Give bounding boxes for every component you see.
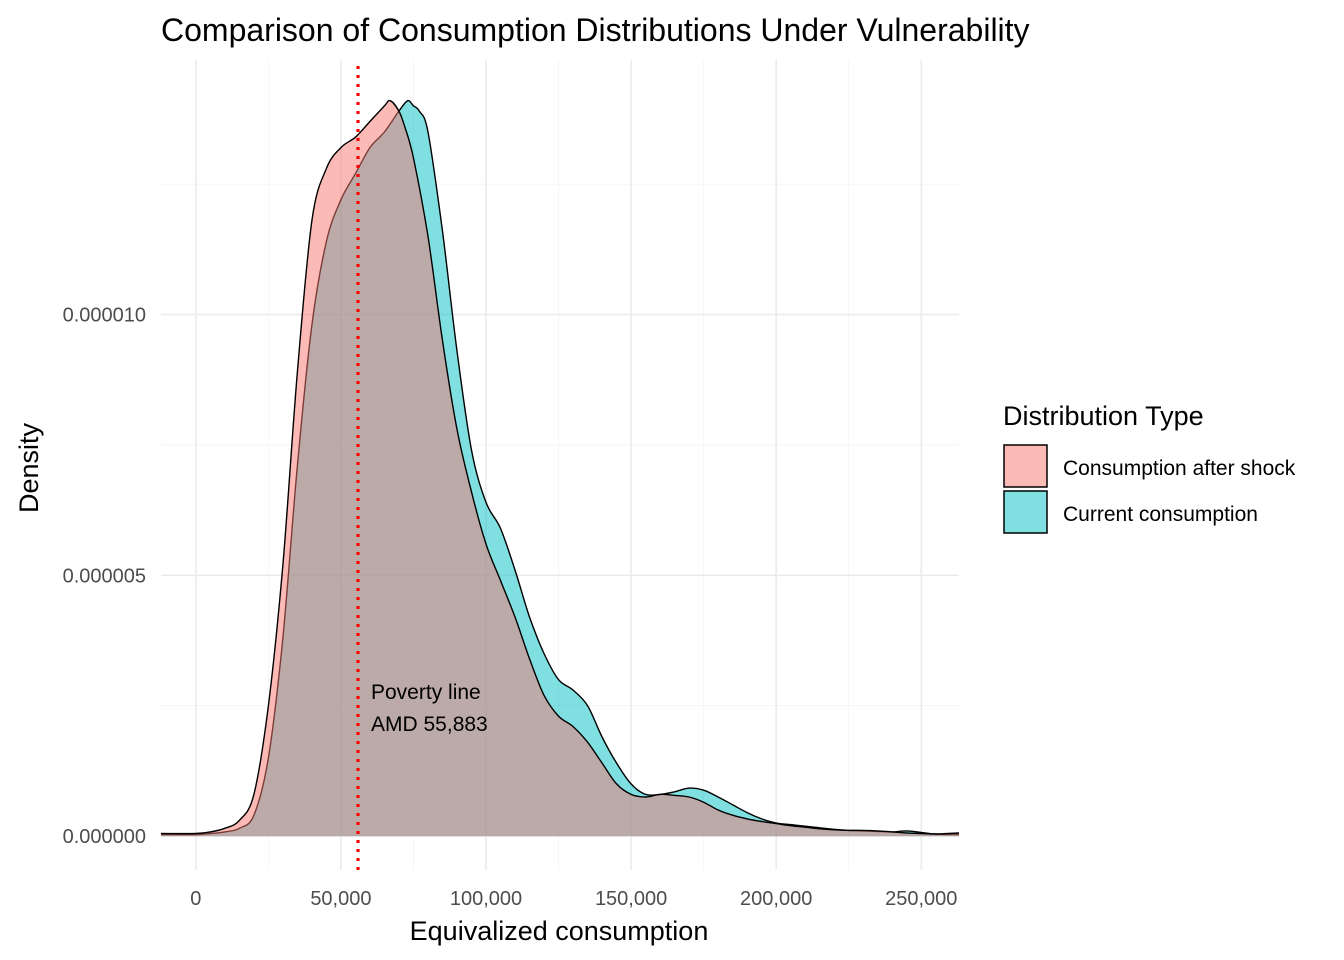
y-tick-label: 0.000005 — [63, 565, 146, 587]
x-tick-label: 200,000 — [740, 888, 812, 910]
x-tick-label: 0 — [190, 888, 201, 910]
legend-title: Distribution Type — [1003, 401, 1204, 431]
area-consumption-after-shock-outline — [160, 99, 960, 835]
legend-key-after-shock — [1003, 444, 1048, 488]
x-tick-label: 150,000 — [595, 888, 667, 910]
x-tick-label: 50,000 — [310, 888, 371, 910]
density-areas — [160, 99, 960, 837]
legend-label-after-shock: Consumption after shock — [1063, 457, 1296, 480]
y-axis-title: Density — [14, 422, 44, 513]
chart-title: Comparison of Consumption Distributions … — [161, 12, 1030, 48]
x-tick-label: 250,000 — [885, 888, 957, 910]
legend: Distribution Type Consumption after shoc… — [1003, 401, 1296, 534]
poverty-line-value: AMD 55,883 — [371, 713, 488, 736]
poverty-line-label: Poverty line — [371, 681, 481, 704]
x-tick-label: 100,000 — [450, 888, 522, 910]
area-consumption-after-shock — [161, 100, 959, 837]
legend-label-current: Current consumption — [1063, 503, 1258, 526]
x-axis-ticks: 0 50,000 100,000 150,000 200,000 250,000 — [190, 888, 957, 910]
x-axis-title: Equivalized consumption — [410, 916, 709, 946]
legend-key-current — [1003, 490, 1048, 534]
y-axis-ticks: 0.000000 0.000005 0.000010 — [63, 305, 146, 849]
y-tick-label: 0.000010 — [63, 305, 146, 327]
y-tick-label: 0.000000 — [63, 826, 146, 848]
